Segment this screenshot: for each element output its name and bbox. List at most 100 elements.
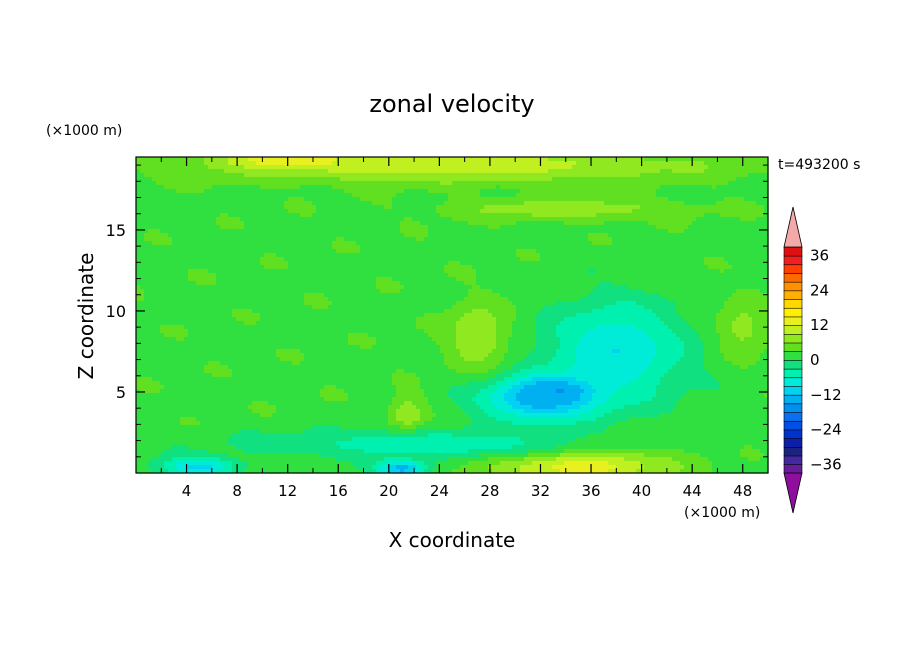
contour-cell <box>668 221 673 226</box>
contour-cell <box>392 229 397 234</box>
contour-cell <box>756 221 761 226</box>
contour-cell <box>544 193 549 198</box>
contour-cell <box>676 173 681 178</box>
contour-cell <box>184 225 189 230</box>
contour-cell <box>544 221 549 226</box>
contour-cell <box>644 257 649 262</box>
contour-cell <box>192 189 197 194</box>
contour-cell <box>664 265 669 270</box>
contour-cell <box>156 249 161 254</box>
contour-cell <box>188 281 193 286</box>
contour-cell <box>532 177 537 182</box>
contour-cell <box>380 281 385 286</box>
contour-cell <box>440 241 445 246</box>
contour-cell <box>712 241 717 246</box>
contour-cell <box>376 213 381 218</box>
contour-cell <box>600 261 605 266</box>
contour-cell <box>668 165 673 170</box>
contour-cell <box>392 241 397 246</box>
contour-cell <box>280 161 285 166</box>
contour-cell <box>696 213 701 218</box>
contour-cell <box>152 197 157 202</box>
contour-cell <box>280 257 285 262</box>
contour-cell <box>452 225 457 230</box>
contour-cell <box>696 189 701 194</box>
contour-cell <box>688 229 693 234</box>
contour-cell <box>228 169 233 174</box>
contour-cell <box>716 193 721 198</box>
contour-cell <box>532 257 537 262</box>
contour-cell <box>688 189 693 194</box>
contour-cell <box>516 241 521 246</box>
contour-cell <box>448 177 453 182</box>
contour-cell <box>364 189 369 194</box>
contour-cell <box>320 277 325 282</box>
contour-cell <box>624 193 629 198</box>
contour-cell <box>400 201 405 206</box>
contour-cell <box>368 269 373 274</box>
contour-cell <box>724 233 729 238</box>
contour-cell <box>140 269 145 274</box>
contour-cell <box>288 241 293 246</box>
contour-cell <box>712 229 717 234</box>
contour-cell <box>368 169 373 174</box>
contour-cell <box>760 229 765 234</box>
contour-cell <box>508 209 513 214</box>
contour-cell <box>576 245 581 250</box>
contour-cell <box>728 265 733 270</box>
contour-cell <box>216 173 221 178</box>
contour-cell <box>576 157 581 162</box>
contour-cell <box>708 233 713 238</box>
contour-cell <box>288 205 293 210</box>
contour-cell <box>204 201 209 206</box>
contour-cell <box>640 181 645 186</box>
contour-cell <box>712 257 717 262</box>
contour-cell <box>584 233 589 238</box>
contour-cell <box>180 261 185 266</box>
contour-cell <box>248 205 253 210</box>
contour-cell <box>544 241 549 246</box>
contour-cell <box>736 177 741 182</box>
contour-cell <box>712 245 717 250</box>
contour-cell <box>460 185 465 190</box>
contour-cell <box>324 269 329 274</box>
contour-cell <box>432 261 437 266</box>
contour-cell <box>216 277 221 282</box>
contour-cell <box>512 277 517 282</box>
contour-cell <box>696 201 701 206</box>
contour-cell <box>720 269 725 274</box>
contour-cell <box>668 177 673 182</box>
contour-cell <box>208 181 213 186</box>
contour-cell <box>600 249 605 254</box>
contour-cell <box>204 281 209 286</box>
contour-cell <box>736 209 741 214</box>
contour-cell <box>572 257 577 262</box>
contour-cell <box>420 181 425 186</box>
contour-cell <box>212 281 217 286</box>
contour-cell <box>520 273 525 278</box>
contour-cell <box>572 249 577 254</box>
contour-cell <box>164 213 169 218</box>
contour-cell <box>184 237 189 242</box>
contour-cell <box>232 197 237 202</box>
contour-cell <box>724 249 729 254</box>
contour-cell <box>224 201 229 206</box>
contour-cell <box>256 265 261 270</box>
contour-cell <box>732 205 737 210</box>
contour-cell <box>364 197 369 202</box>
contour-cell <box>436 245 441 250</box>
contour-cell <box>192 181 197 186</box>
contour-cell <box>660 249 665 254</box>
contour-cell <box>404 193 409 198</box>
contour-cell <box>632 249 637 254</box>
contour-cell <box>556 197 561 202</box>
contour-cell <box>568 269 573 274</box>
contour-cell <box>668 233 673 238</box>
contour-cell <box>216 217 221 222</box>
contour-cell <box>524 249 529 254</box>
contour-cell <box>748 197 753 202</box>
contour-cell <box>304 197 309 202</box>
contour-cell <box>164 269 169 274</box>
contour-cell <box>432 205 437 210</box>
contour-cell <box>464 217 469 222</box>
